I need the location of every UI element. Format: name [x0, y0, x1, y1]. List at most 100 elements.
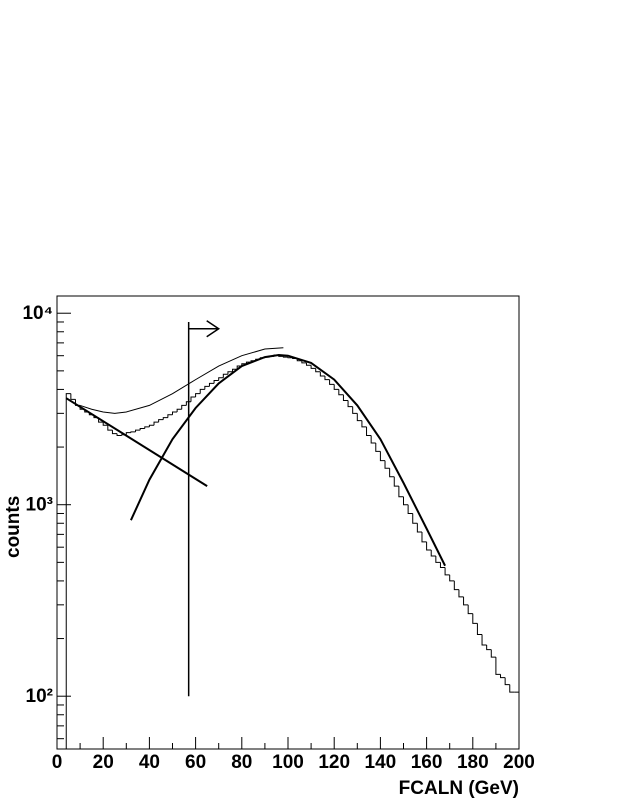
histogram-bin: [227, 371, 233, 375]
histogram-bin: [416, 523, 422, 533]
histogram-bin: [130, 431, 136, 433]
histogram-bin: [458, 589, 464, 598]
histogram-bin: [301, 360, 307, 364]
histogram-bin: [329, 379, 335, 385]
histogram-bin: [375, 443, 381, 452]
histogram-bin: [366, 426, 372, 436]
histogram-bin: [338, 389, 344, 396]
histogram-bin: [444, 567, 450, 576]
histogram-bin: [319, 371, 325, 377]
histogram-bin: [139, 428, 145, 431]
histogram-bin: [162, 417, 168, 420]
histogram-bin: [500, 674, 506, 679]
x-tick-label: 160: [411, 752, 443, 773]
histogram-bin: [509, 684, 515, 693]
histogram-bin: [232, 368, 238, 372]
histogram-bin: [144, 426, 150, 429]
histogram-bin: [102, 422, 108, 426]
histogram-bin: [135, 429, 141, 432]
histogram-bin: [111, 430, 118, 435]
y-tick-label: 10³: [26, 495, 53, 516]
x-tick-label: 180: [457, 752, 489, 773]
x-tick-label: 120: [318, 752, 350, 773]
x-tick-label: 140: [365, 752, 397, 773]
histogram-bin: [333, 384, 339, 390]
histogram-bin: [356, 413, 362, 422]
histogram-bin: [407, 504, 413, 514]
histogram-bin: [504, 677, 510, 686]
histogram-bin: [347, 400, 353, 408]
y-axis-label: counts: [3, 496, 24, 558]
histogram-bin: [324, 376, 330, 381]
plot-frame: [56, 295, 520, 750]
histogram-bin: [190, 396, 196, 402]
y-tick-label: 10²: [26, 686, 53, 707]
histogram-bin: [439, 562, 446, 568]
x-tick-label: 100: [272, 752, 304, 773]
histogram-bin: [213, 380, 219, 384]
histogram-bin: [449, 574, 455, 582]
histogram-bin: [185, 401, 191, 406]
histogram-bin: [430, 550, 436, 557]
histogram-bin: [490, 649, 496, 658]
histogram-bin: [310, 365, 316, 369]
x-tick-label: 80: [231, 752, 252, 773]
fit-curve: [65, 397, 208, 487]
histogram-bin: [158, 419, 164, 423]
histogram-bin: [342, 394, 349, 402]
x-tick-label: 0: [52, 752, 63, 773]
histogram-bin: [393, 476, 399, 487]
histogram-bin: [453, 580, 459, 591]
histogram-bin: [467, 604, 473, 615]
histogram-bin: [204, 385, 210, 390]
histogram-bin: [116, 433, 122, 436]
histogram-bin: [481, 634, 487, 646]
histogram-bin: [107, 425, 113, 431]
histogram-bin: [403, 496, 409, 506]
x-tick-label: 200: [503, 752, 535, 773]
histogram-bin: [208, 382, 215, 387]
histogram-bin: [199, 388, 205, 394]
histogram-bin: [305, 362, 312, 366]
histogram-bin: [70, 393, 76, 400]
histogram-bin: [218, 377, 224, 381]
histogram-bin: [172, 411, 178, 415]
histogram-bin: [389, 468, 395, 478]
x-tick-label: 20: [93, 752, 114, 773]
histogram-bin: [435, 555, 441, 563]
histogram-bin: [167, 414, 173, 418]
histogram-bin: [352, 406, 358, 414]
histogram-bin: [486, 645, 492, 651]
fit-curve: [130, 354, 446, 567]
histogram-bin: [176, 408, 182, 412]
histogram-bin: [384, 460, 390, 469]
histogram-bin: [379, 451, 386, 462]
cut-arrow: [188, 320, 221, 338]
y-tick-label: 10⁴: [22, 303, 53, 324]
fit-curve: [79, 347, 284, 414]
histogram-bin: [361, 420, 367, 428]
histogram-bin: [287, 357, 293, 359]
histogram-bin: [282, 356, 288, 358]
histogram-bin: [370, 435, 376, 444]
histogram-bin: [148, 424, 155, 427]
histogram-bin: [65, 393, 71, 749]
histogram-bin: [426, 541, 432, 551]
histogram-bin: [495, 657, 501, 675]
histogram-bin: [398, 486, 404, 498]
histogram-bin: [472, 613, 478, 624]
histogram-bin: [125, 432, 131, 435]
x-tick-label: 40: [139, 752, 160, 773]
histogram-bin: [153, 421, 159, 426]
histogram-bin: [195, 393, 201, 398]
histogram-bin: [222, 373, 228, 378]
histogram-bin: [315, 368, 321, 373]
histogram-bin: [463, 596, 469, 606]
histogram-bin: [476, 623, 483, 635]
histogram-bin: [412, 513, 418, 524]
histogram-bin: [421, 532, 427, 543]
x-axis-label: FCALN (GeV): [399, 778, 519, 799]
histogram-bin: [181, 404, 187, 410]
